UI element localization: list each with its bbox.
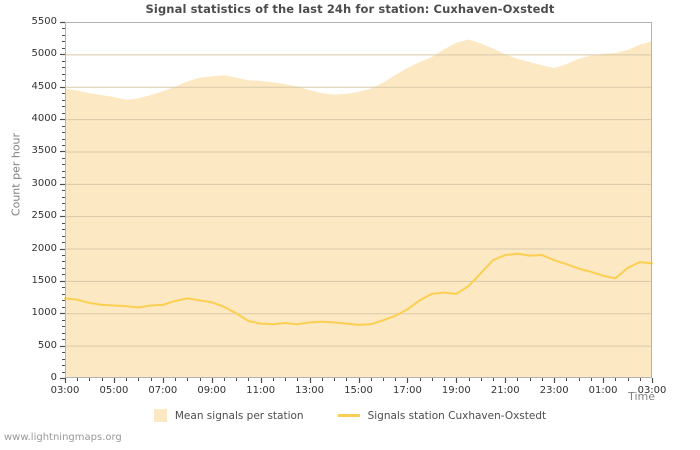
x-tick-label: 21:00 bbox=[490, 385, 520, 396]
area-series-mean bbox=[65, 39, 652, 378]
y-tick-label: 5500 bbox=[31, 16, 57, 27]
x-tick-label: 17:00 bbox=[392, 385, 422, 396]
x-tick-label: 13:00 bbox=[295, 385, 324, 396]
x-tick-label: 01:00 bbox=[588, 385, 618, 396]
plot-frame bbox=[65, 22, 652, 378]
line-series-station bbox=[64, 252, 653, 326]
x-tick-label: 15:00 bbox=[344, 385, 373, 396]
x-tick-label: 09:00 bbox=[197, 385, 227, 396]
legend-item-station: Signals station Cuxhaven-Oxstedt bbox=[337, 409, 547, 422]
x-tick-label: 23:00 bbox=[539, 385, 569, 396]
legend-label-station: Signals station Cuxhaven-Oxstedt bbox=[367, 409, 547, 422]
y-tick-label: 2500 bbox=[31, 210, 57, 222]
legend-line-swatch-icon bbox=[337, 414, 360, 417]
y-tick-label: 5000 bbox=[31, 48, 57, 60]
x-tick-label: 19:00 bbox=[441, 385, 471, 396]
watermark: www.lightningmaps.org bbox=[4, 432, 122, 443]
legend-label-mean: Mean signals per station bbox=[174, 409, 304, 422]
y-tick-label: 3500 bbox=[31, 145, 57, 157]
chart-legend: Mean signals per station Signals station… bbox=[0, 409, 700, 422]
y-tick-label: 2000 bbox=[31, 242, 57, 254]
x-tick-label: 05:00 bbox=[99, 385, 129, 396]
y-tick-label: 4500 bbox=[31, 80, 57, 92]
x-tick-label: 03:00 bbox=[50, 385, 80, 396]
y-tick-label: 3000 bbox=[31, 177, 57, 189]
y-tick-label: 500 bbox=[37, 339, 57, 351]
legend-area-swatch-icon bbox=[153, 409, 167, 422]
x-tick-label: 03:00 bbox=[637, 385, 667, 396]
y-tick-label: 1500 bbox=[31, 274, 57, 286]
x-tick-label: 07:00 bbox=[148, 385, 178, 396]
y-tick-label: 4000 bbox=[31, 113, 57, 125]
y-tick-label: 0 bbox=[50, 372, 57, 383]
legend-item-mean: Mean signals per station bbox=[153, 409, 304, 422]
chart-title: Signal statistics of the last 24h for st… bbox=[145, 2, 555, 16]
x-axis-title: Time bbox=[628, 390, 655, 403]
y-tick-label: 1000 bbox=[31, 307, 57, 319]
x-tick-label: 11:00 bbox=[246, 385, 276, 396]
